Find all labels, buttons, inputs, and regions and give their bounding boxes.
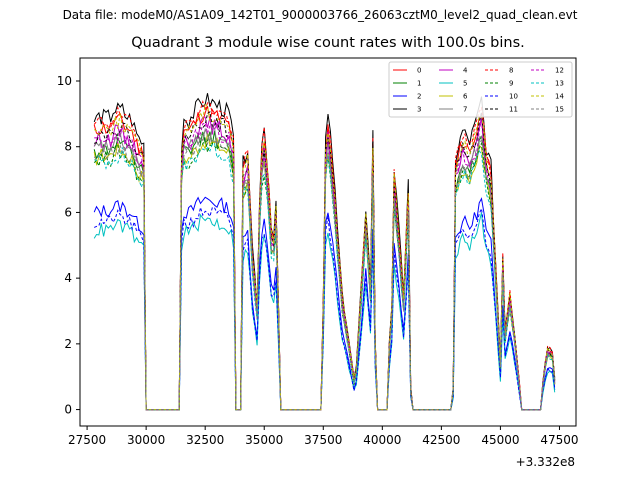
- legend-label-12: 12: [555, 67, 564, 75]
- series-layer: [93, 93, 556, 411]
- legend-label-15: 15: [555, 106, 564, 114]
- legend-label-7: 7: [463, 106, 467, 114]
- x-offset-label: +3.332e8: [516, 455, 575, 469]
- y-tick-label: 2: [64, 337, 72, 351]
- chart-title: Quadrant 3 module wise count rates with …: [131, 35, 525, 51]
- x-tick-label: 45000: [481, 433, 519, 447]
- x-tick-label: 27500: [68, 433, 106, 447]
- y-tick-label: 10: [57, 74, 72, 88]
- y-tick-label: 0: [64, 403, 72, 417]
- x-tick-label: 37500: [304, 433, 342, 447]
- legend-label-0: 0: [417, 67, 421, 75]
- legend-label-4: 4: [463, 67, 468, 75]
- y-tick-label: 6: [64, 205, 72, 219]
- x-tick-label: 35000: [245, 433, 283, 447]
- y-tick-label: 8: [64, 140, 72, 154]
- legend-label-5: 5: [463, 80, 467, 88]
- legend-label-8: 8: [509, 67, 513, 75]
- x-axis: 27500 30000 32500 35000 37500 40000 42500 45000…: [68, 426, 579, 447]
- series-line-12: [94, 118, 556, 411]
- x-tick-label: 42500: [422, 433, 460, 447]
- legend-box: [388, 61, 573, 118]
- legend-label-3: 3: [417, 106, 421, 114]
- x-tick-label: 47500: [540, 433, 578, 447]
- legend-label-6: 6: [463, 93, 468, 101]
- x-tick-label: 30000: [127, 433, 165, 447]
- legend-label-1: 1: [417, 80, 421, 88]
- series-line-14: [93, 103, 556, 411]
- legend-label-14: 14: [555, 93, 564, 101]
- legend-label-11: 11: [509, 106, 518, 114]
- x-tick-label: 40000: [363, 433, 401, 447]
- plot-frame: [79, 57, 577, 427]
- legend-label-2: 2: [417, 93, 421, 101]
- legend-label-9: 9: [509, 80, 513, 88]
- legend-label-13: 13: [555, 80, 564, 88]
- legend-label-10: 10: [509, 93, 518, 101]
- y-axis: 0 2 4 6 8 10: [57, 74, 80, 417]
- x-tick-label: 32500: [186, 433, 224, 447]
- y-tick-label: 4: [64, 271, 72, 285]
- series-line-15: [93, 131, 556, 411]
- figure-suptitle: Data file: modeM0/AS1A09_142T01_90000037…: [62, 8, 578, 22]
